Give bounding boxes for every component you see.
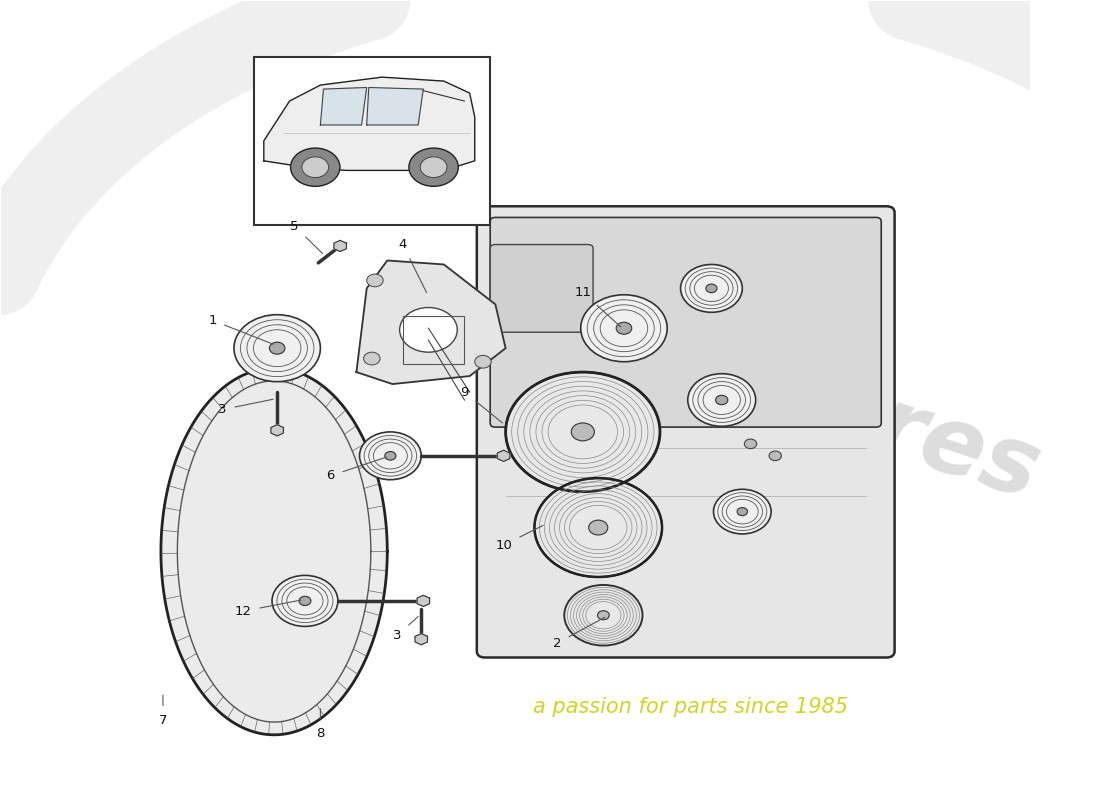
Circle shape <box>290 148 340 186</box>
Text: 3: 3 <box>394 617 418 642</box>
Circle shape <box>616 322 631 334</box>
Circle shape <box>745 439 757 449</box>
Circle shape <box>588 520 608 535</box>
Circle shape <box>535 478 662 577</box>
Circle shape <box>769 451 781 461</box>
Circle shape <box>385 451 396 460</box>
Circle shape <box>399 307 458 352</box>
Bar <box>253 57 491 225</box>
Polygon shape <box>264 77 475 170</box>
Text: 7: 7 <box>158 695 167 727</box>
Text: 8: 8 <box>316 709 324 740</box>
Circle shape <box>714 490 771 534</box>
Circle shape <box>299 596 311 606</box>
Circle shape <box>716 395 728 405</box>
Circle shape <box>234 314 320 382</box>
Circle shape <box>366 274 383 286</box>
Circle shape <box>409 148 459 186</box>
Text: 5: 5 <box>290 220 322 254</box>
Polygon shape <box>320 87 366 125</box>
Text: eurospares: eurospares <box>454 248 1050 520</box>
Circle shape <box>270 342 285 354</box>
Text: 2: 2 <box>553 618 605 650</box>
Text: 9: 9 <box>460 386 503 423</box>
Text: a passion for parts since 1985: a passion for parts since 1985 <box>534 697 848 717</box>
Polygon shape <box>366 87 424 125</box>
Text: 10: 10 <box>495 526 543 551</box>
Circle shape <box>420 157 447 178</box>
Polygon shape <box>334 240 346 251</box>
Circle shape <box>571 423 594 441</box>
Text: 11: 11 <box>574 286 620 327</box>
Circle shape <box>564 585 642 646</box>
FancyBboxPatch shape <box>491 218 881 427</box>
Circle shape <box>360 432 421 480</box>
Circle shape <box>706 284 717 293</box>
Bar <box>403 316 464 364</box>
Circle shape <box>475 355 492 368</box>
Text: 6: 6 <box>327 457 386 482</box>
Polygon shape <box>271 425 284 436</box>
Circle shape <box>681 265 742 312</box>
Text: 1: 1 <box>208 314 273 344</box>
Text: 4: 4 <box>398 238 427 293</box>
Circle shape <box>581 294 668 362</box>
Circle shape <box>597 610 609 620</box>
Text: 12: 12 <box>234 600 301 618</box>
FancyBboxPatch shape <box>476 206 894 658</box>
Polygon shape <box>161 368 387 735</box>
Polygon shape <box>497 450 509 462</box>
Polygon shape <box>415 634 428 645</box>
Polygon shape <box>356 261 506 384</box>
Circle shape <box>301 157 329 178</box>
Circle shape <box>272 575 338 626</box>
Circle shape <box>364 352 381 365</box>
Circle shape <box>506 372 660 492</box>
Polygon shape <box>417 595 429 606</box>
Circle shape <box>688 374 756 426</box>
FancyBboxPatch shape <box>491 245 593 332</box>
Text: 3: 3 <box>219 399 273 416</box>
Circle shape <box>737 507 748 516</box>
